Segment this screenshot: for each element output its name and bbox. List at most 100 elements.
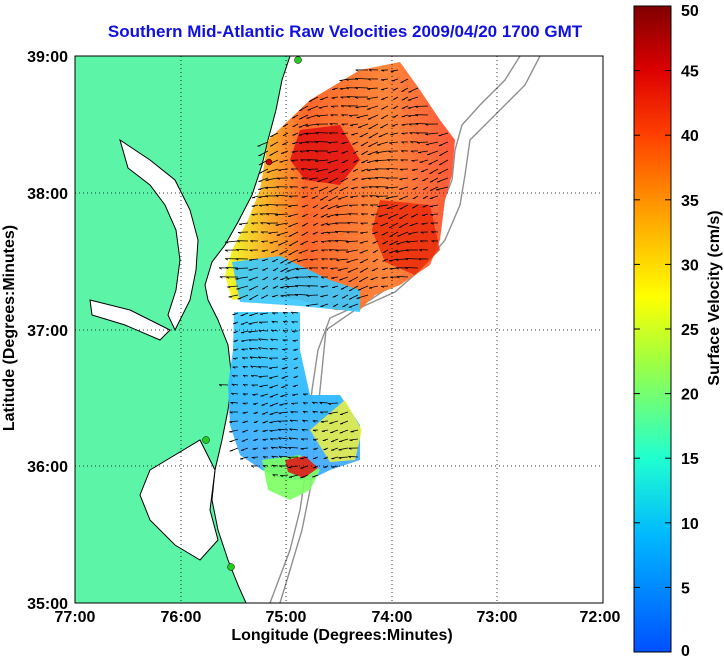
velocity-arrow-head <box>258 172 262 174</box>
velocity-arrow-head <box>242 374 246 378</box>
velocity-arrow-head <box>305 125 309 127</box>
velocity-arrow <box>275 222 289 226</box>
velocity-arrow-head <box>360 222 364 225</box>
velocity-arrow-head <box>335 249 339 252</box>
velocity-arrow <box>278 437 289 440</box>
velocity-arrow-head <box>290 411 294 414</box>
velocity-arrow <box>377 204 389 207</box>
velocity-arrow-head <box>393 98 397 100</box>
velocity-arrow-head <box>269 154 273 156</box>
velocity-arrow-head <box>388 150 392 153</box>
velocity-arrow-head <box>253 430 257 432</box>
velocity-arrow-head <box>277 428 281 432</box>
velocity-arrow-head <box>320 216 324 218</box>
velocity-arrow-head <box>248 347 252 351</box>
y-tick-label: 36:00 <box>27 459 68 476</box>
velocity-arrow-head <box>368 186 372 189</box>
velocity-arrow <box>367 105 379 110</box>
velocity-arrow <box>348 455 359 458</box>
velocity-arrow-head <box>282 339 286 342</box>
velocity-arrow-head <box>353 152 357 154</box>
velocity-arrow-head <box>262 278 266 281</box>
velocity-arrow-head <box>259 213 263 216</box>
velocity-arrow-head <box>271 455 275 459</box>
velocity-arrow <box>315 168 329 172</box>
velocity-arrow-head <box>288 195 292 198</box>
velocity-arrow <box>418 150 429 153</box>
velocity-arrow-head <box>392 89 396 91</box>
velocity-arrow-head <box>313 224 317 226</box>
velocity-arrow-head <box>348 298 353 300</box>
velocity-arrow-head <box>236 249 240 252</box>
velocity-arrow-head <box>374 168 378 171</box>
velocity-arrow-head <box>330 114 334 117</box>
velocity-arrow <box>283 320 289 323</box>
bathymetry-contour-deep <box>279 56 541 603</box>
velocity-arrow <box>269 348 279 350</box>
velocity-arrow-head <box>382 260 386 262</box>
velocity-arrow <box>405 258 419 260</box>
velocity-arrow-head <box>355 78 359 81</box>
velocity-arrow-head <box>308 267 312 270</box>
velocity-arrow-head <box>405 258 409 261</box>
velocity-arrow <box>306 114 319 119</box>
velocity-arrow <box>258 356 269 359</box>
velocity-arrow-head <box>235 278 239 280</box>
velocity-arrow-head <box>411 160 415 162</box>
y-tick-label: 35:00 <box>27 596 68 613</box>
velocity-arrow-head <box>302 393 306 396</box>
velocity-arrow-head <box>288 467 292 469</box>
velocity-arrow-head <box>319 411 323 414</box>
velocity-arrow-head <box>301 234 305 236</box>
velocity-arrow-head <box>280 270 284 272</box>
velocity-arrow-head <box>242 384 246 387</box>
velocity-arrow-head <box>352 170 357 172</box>
velocity-arrow-head <box>230 401 234 405</box>
velocity-arrow-head <box>368 136 372 139</box>
velocity-arrow <box>308 276 319 278</box>
x-axis-label: Longitude (Degrees:Minutes) <box>231 627 452 644</box>
velocity-arrow-head <box>235 268 239 271</box>
velocity-arrow <box>265 177 279 181</box>
velocity-arrow-head <box>405 249 409 252</box>
velocity-arrow-head <box>381 277 385 279</box>
velocity-arrow <box>227 285 239 288</box>
velocity-arrow-head <box>321 267 325 270</box>
velocity-arrow-head <box>398 226 402 229</box>
velocity-arrow-head <box>429 180 434 183</box>
velocity-arrow-head <box>328 132 332 135</box>
velocity-arrow <box>243 384 249 386</box>
station-marker <box>202 436 210 444</box>
velocity-arrow <box>239 222 249 225</box>
velocity-arrow <box>302 410 309 413</box>
velocity-arrow-head <box>264 187 269 190</box>
velocity-arrow-head <box>268 232 272 235</box>
velocity-arrow-head <box>287 456 291 459</box>
velocity-arrow-head <box>278 437 281 440</box>
velocity-arrow-head <box>410 141 414 144</box>
velocity-arrow-head <box>240 314 244 317</box>
velocity-arrow-head <box>334 222 338 225</box>
velocity-arrow-head <box>290 168 294 171</box>
velocity-arrow <box>301 429 309 431</box>
velocity-arrow <box>291 311 299 314</box>
velocity-arrow-head <box>348 204 352 207</box>
velocity-arrow-head <box>328 181 332 184</box>
velocity-arrow-head <box>430 222 434 225</box>
velocity-arrow-head <box>306 150 310 153</box>
velocity-arrow <box>268 231 279 234</box>
velocity-arrow-head <box>349 196 354 199</box>
velocity-arrow <box>385 195 399 199</box>
velocity-arrow <box>236 249 249 251</box>
velocity-arrow <box>315 132 329 134</box>
velocity-arrow-head <box>237 232 241 234</box>
velocity-arrow-head <box>431 231 435 234</box>
velocity-arrow <box>326 213 339 218</box>
velocity-arrow-head <box>248 339 252 342</box>
velocity-arrow-head <box>349 439 353 442</box>
velocity-arrow <box>258 186 269 190</box>
velocity-arrow-head <box>288 244 292 247</box>
velocity-arrow <box>309 177 319 180</box>
velocity-arrow-head <box>249 249 253 252</box>
